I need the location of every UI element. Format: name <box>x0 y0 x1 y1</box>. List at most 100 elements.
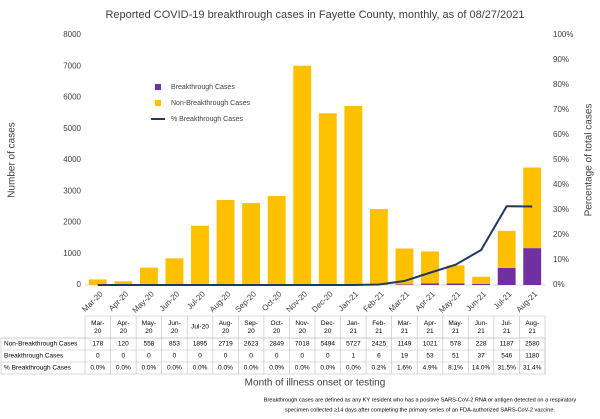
table-cell: 0.0% <box>218 365 233 372</box>
x-tick-label: Mar-20 <box>80 289 105 314</box>
table-cell: 0.0% <box>167 365 182 372</box>
table-cell: 0.0% <box>141 365 156 372</box>
bar <box>267 195 286 285</box>
x-tick-label: Oct-20 <box>260 289 284 313</box>
x-tick-label: Jul-20 <box>185 289 207 311</box>
table-cell: 578 <box>450 341 461 348</box>
y2-tick-label: 100% <box>553 30 573 39</box>
table-cell: 228 <box>476 341 487 348</box>
x-axis-title: Month of illness onset or testing <box>245 378 386 389</box>
table-header: Dec-20 <box>321 320 335 335</box>
y2-tick-label: 20% <box>553 230 569 239</box>
table-cell: 37 <box>477 353 485 360</box>
table-header: Sep-20 <box>244 320 258 335</box>
table-cell: 5494 <box>321 341 336 348</box>
bar <box>369 209 388 285</box>
table-cell: 0 <box>224 353 228 360</box>
table-cell: 0 <box>122 353 126 360</box>
table-header: Aug-20 <box>219 320 233 335</box>
table-header: Feb-21 <box>372 320 385 335</box>
table-cell: 1180 <box>525 353 539 360</box>
table-header: Oct-20 <box>271 320 283 335</box>
bar <box>395 248 414 285</box>
bar <box>318 113 337 285</box>
bar <box>395 284 414 285</box>
chart-title: Reported COVID-19 breakthrough cases in … <box>105 9 524 21</box>
table-cell: 53 <box>426 353 434 360</box>
y-axis-title: Number of cases <box>7 122 18 198</box>
table-header: Apr-21 <box>424 320 436 335</box>
y-tick-label: 6000 <box>63 93 81 102</box>
bar <box>497 267 516 285</box>
x-tick-label: Jun-21 <box>464 289 488 313</box>
x-tick-label: Jun-20 <box>158 289 182 313</box>
bar <box>165 258 184 285</box>
table-cell: 0 <box>326 353 330 360</box>
table-cell: 0.0% <box>346 365 361 372</box>
table-header: Nov-20 <box>295 320 309 335</box>
bar <box>421 283 439 285</box>
table-header: Mar-21 <box>398 320 411 335</box>
legend-swatch <box>155 84 161 90</box>
table-cell: 2623 <box>244 341 259 348</box>
x-tick-label: Aug-20 <box>208 289 233 314</box>
table-header: May-21 <box>448 320 462 335</box>
y-tick-label: 0 <box>77 280 82 289</box>
table-cell: 0.0% <box>244 365 259 372</box>
table-cell: 1149 <box>397 341 411 348</box>
y2-tick-label: 30% <box>553 205 569 214</box>
table-cell: 853 <box>169 341 180 348</box>
table-cell: 0.0% <box>90 365 105 372</box>
table-cell: 2849 <box>269 341 284 348</box>
y-tick-label: 3000 <box>63 186 81 195</box>
bar <box>446 265 465 284</box>
table-cell: 2719 <box>218 341 233 348</box>
table-header: Aug-21 <box>525 320 539 335</box>
table-header: Jul-21 <box>501 320 511 335</box>
table-cell: 2425 <box>372 341 387 348</box>
table-cell: 0 <box>96 353 100 360</box>
y2-tick-label: 0% <box>553 280 565 289</box>
legend-label: % Breakthrough Cases <box>171 116 243 123</box>
table-header: Jun-20 <box>168 320 181 335</box>
table-row-label: Non-Breakthrough Cases <box>4 341 78 348</box>
x-tick-label: May-20 <box>131 289 157 315</box>
y-tick-label: 8000 <box>63 30 81 39</box>
table-row-label: Breakthrough Cases <box>4 353 64 360</box>
y-tick-label: 4000 <box>63 155 81 164</box>
x-tick-label: Aug-21 <box>515 289 540 314</box>
legend-swatch <box>155 100 161 106</box>
table-header: Jan-21 <box>347 320 360 335</box>
y2-tick-label: 50% <box>553 155 569 164</box>
table-cell: 546 <box>501 353 512 360</box>
x-tick-label: Nov-20 <box>285 289 310 314</box>
bar <box>472 283 491 285</box>
table-cell: 19 <box>401 353 409 360</box>
y-tick-label: 1000 <box>63 249 81 258</box>
table-cell: 1.6% <box>397 365 412 372</box>
table-cell: 0 <box>147 353 151 360</box>
x-tick-label: Apr-21 <box>414 289 438 313</box>
x-tick-label: Feb-21 <box>361 289 386 314</box>
y2-tick-label: 60% <box>553 130 569 139</box>
bar <box>216 200 235 285</box>
bar <box>497 230 516 268</box>
table-header: Jun-21 <box>475 320 488 335</box>
table-header: May-20 <box>142 320 156 335</box>
legend-label: Breakthrough Cases <box>171 84 235 91</box>
bar <box>242 203 261 285</box>
table-cell: 51 <box>452 353 460 360</box>
table-cell: 1895 <box>193 341 208 348</box>
x-tick-label: Sep-20 <box>233 289 258 314</box>
y-tick-label: 5000 <box>63 124 81 133</box>
bar <box>191 225 209 285</box>
table-cell: 7018 <box>295 341 310 348</box>
footnote: Breakthrough cases are defined as any KY… <box>264 397 577 403</box>
table-cell: 0 <box>249 353 253 360</box>
y2-tick-label: 40% <box>553 180 569 189</box>
table-cell: 0.0% <box>269 365 284 372</box>
bar <box>88 279 107 285</box>
x-tick-label: May-21 <box>437 289 463 315</box>
x-tick-label: Apr-20 <box>107 289 131 313</box>
